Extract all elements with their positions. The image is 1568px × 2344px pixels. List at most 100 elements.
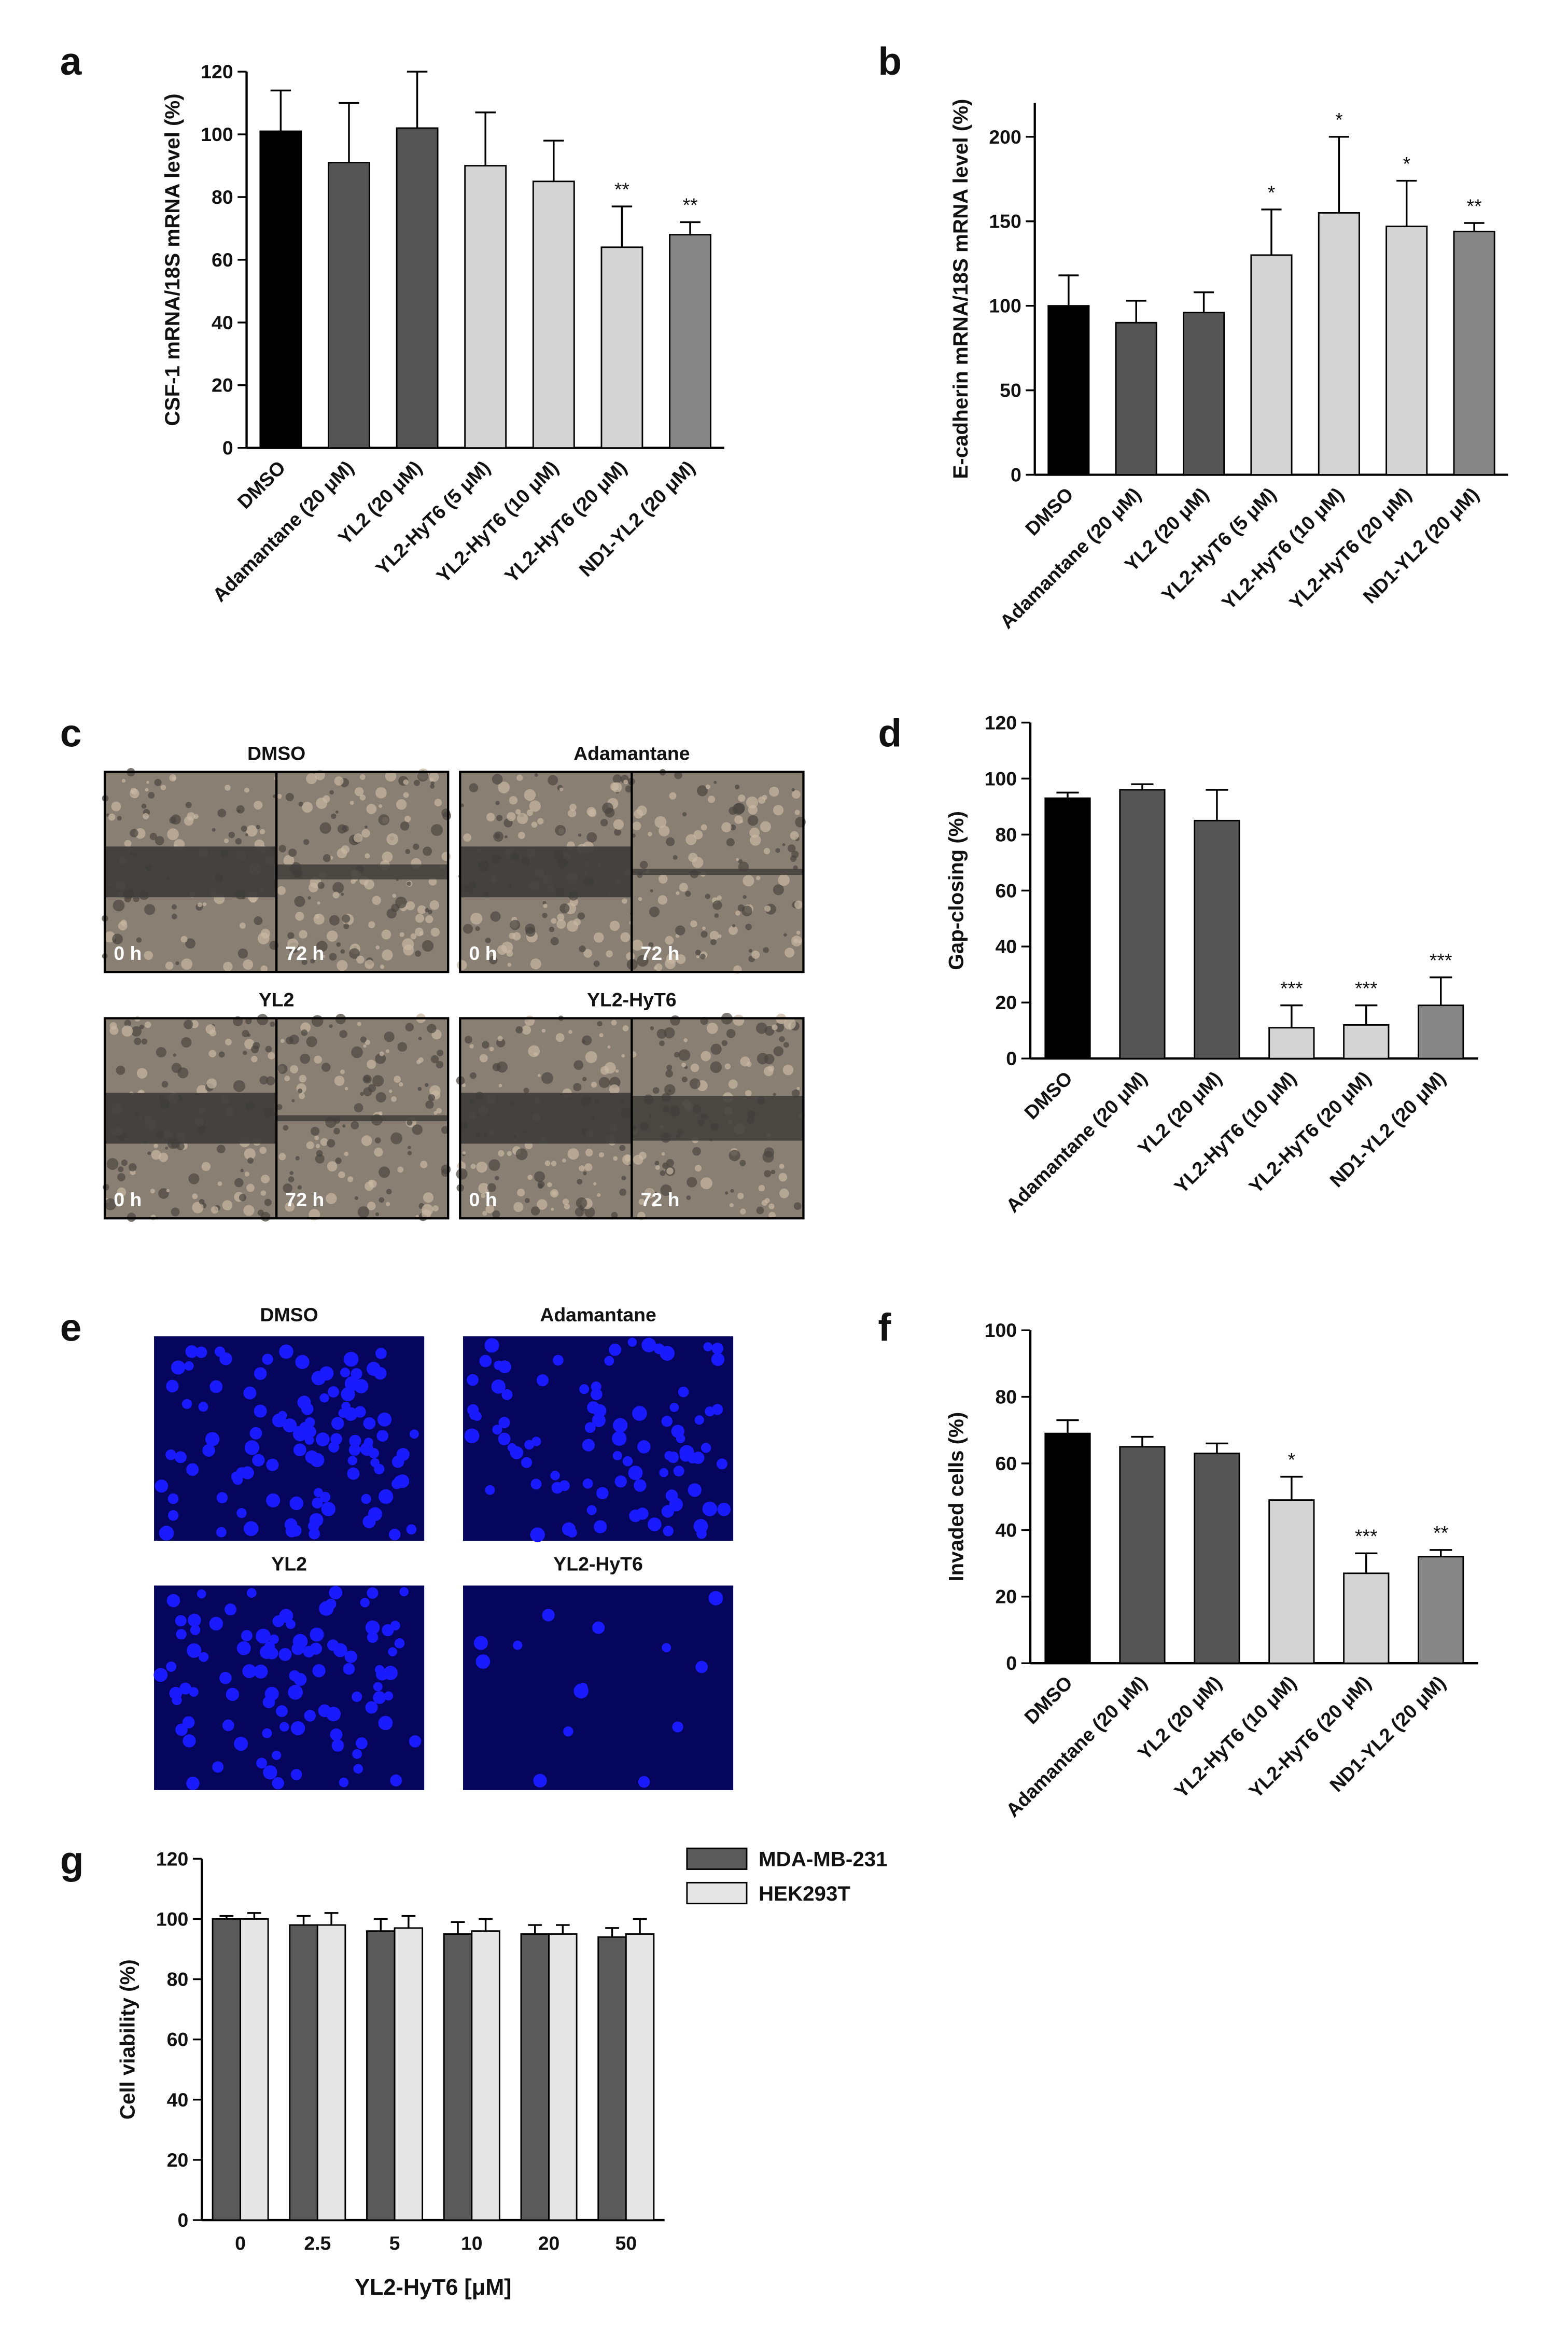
cell-texture [254, 800, 263, 810]
cell-texture [748, 948, 753, 953]
nucleus [604, 1356, 614, 1366]
nucleus [186, 1776, 200, 1790]
cell-texture [392, 894, 397, 898]
cell-texture [277, 1064, 288, 1074]
cell-texture [745, 924, 752, 930]
bar [1268, 1499, 1315, 1664]
cell-texture [577, 912, 585, 920]
cell-texture [708, 796, 716, 803]
cell-texture [705, 784, 711, 789]
cell-texture [144, 951, 153, 960]
scratch-gap [632, 1096, 804, 1141]
cell-texture [386, 833, 399, 845]
legend-swatch [686, 1847, 748, 1870]
nucleus [244, 1521, 259, 1536]
cell-texture [462, 1083, 466, 1087]
cell-texture [600, 819, 608, 827]
cell-texture [425, 1083, 429, 1087]
cell-texture [543, 903, 548, 908]
cell-texture [611, 782, 622, 792]
cell-texture [329, 953, 337, 961]
nucleus [186, 1463, 199, 1476]
nucleus [582, 1478, 593, 1489]
nucleus [343, 1351, 359, 1367]
x-tick-label: YL2-HyT6 (20 μM) [1244, 1067, 1375, 1197]
cell-texture [751, 950, 760, 959]
cell-texture [104, 1198, 117, 1210]
nucleus [368, 1448, 379, 1459]
cell-texture [224, 838, 229, 843]
cell-texture [259, 1076, 269, 1085]
cell-texture [367, 1059, 376, 1069]
cell-texture [342, 1124, 346, 1128]
cell-texture [541, 1028, 546, 1033]
nucleus [360, 1598, 370, 1608]
cell-texture [562, 1159, 566, 1163]
bar [600, 246, 643, 449]
x-tick-label: ND1-YL2 (20 μM) [1359, 483, 1483, 608]
cell-texture [504, 835, 508, 839]
cell-texture [517, 1188, 525, 1197]
cell-texture [687, 1177, 697, 1188]
cell-texture [153, 1143, 158, 1148]
cell-texture [524, 789, 536, 801]
y-tick-label: 150 [989, 211, 1021, 232]
cell-texture [761, 1199, 768, 1206]
cell-texture [569, 803, 577, 811]
cell-texture [682, 812, 687, 817]
cell-texture [550, 937, 559, 945]
cell-texture [619, 1189, 627, 1196]
panel-label: f [878, 1305, 891, 1349]
cell-texture [792, 1089, 800, 1097]
nucleus [169, 1686, 183, 1700]
nucleus [614, 1475, 627, 1488]
cell-texture [524, 1198, 530, 1203]
cell-texture [783, 1042, 789, 1048]
nucleus [279, 1344, 293, 1359]
cell-texture [778, 1173, 788, 1182]
nucleus [669, 1497, 683, 1512]
nucleus [582, 1439, 595, 1452]
nucleus [701, 1443, 711, 1453]
x-tick-label: ND1-YL2 (20 μM) [575, 456, 699, 581]
cell-texture [286, 1036, 294, 1044]
cell-texture [285, 793, 294, 801]
cell-texture [257, 1014, 269, 1026]
error-bar [528, 1924, 542, 1934]
nucleus [340, 1368, 351, 1378]
significance: ** [1467, 195, 1482, 217]
nucleus [246, 1588, 257, 1598]
y-tick-label: 80 [167, 1969, 189, 1990]
cell-texture [476, 1161, 488, 1173]
bar [328, 162, 370, 449]
cell-texture [586, 807, 596, 817]
cell-texture [790, 855, 797, 862]
nucleus [637, 1440, 651, 1454]
cell-texture [307, 896, 311, 900]
cell-texture [623, 779, 628, 785]
cell-texture [593, 960, 600, 967]
nucleus [648, 1517, 662, 1531]
cell-texture [141, 803, 147, 809]
bar [548, 1933, 578, 2221]
cell-texture [326, 930, 338, 942]
nucleus [197, 1589, 206, 1599]
panel-label: g [60, 1838, 84, 1882]
nucleus [634, 1479, 647, 1492]
cell-texture [537, 818, 544, 825]
cell-texture [709, 930, 719, 940]
nucleus [256, 1757, 268, 1769]
cell-texture [233, 1080, 245, 1092]
cell-texture [351, 878, 356, 884]
error-bar [324, 1912, 339, 1926]
cell-texture [659, 825, 670, 836]
cell-texture [410, 933, 417, 940]
cell-texture [797, 940, 802, 944]
cell-texture [688, 853, 698, 862]
error-bar [297, 1915, 311, 1926]
nucleus [189, 1687, 199, 1697]
cell-texture [146, 780, 150, 784]
nucleus [592, 1621, 605, 1634]
cell-texture [311, 1015, 324, 1027]
